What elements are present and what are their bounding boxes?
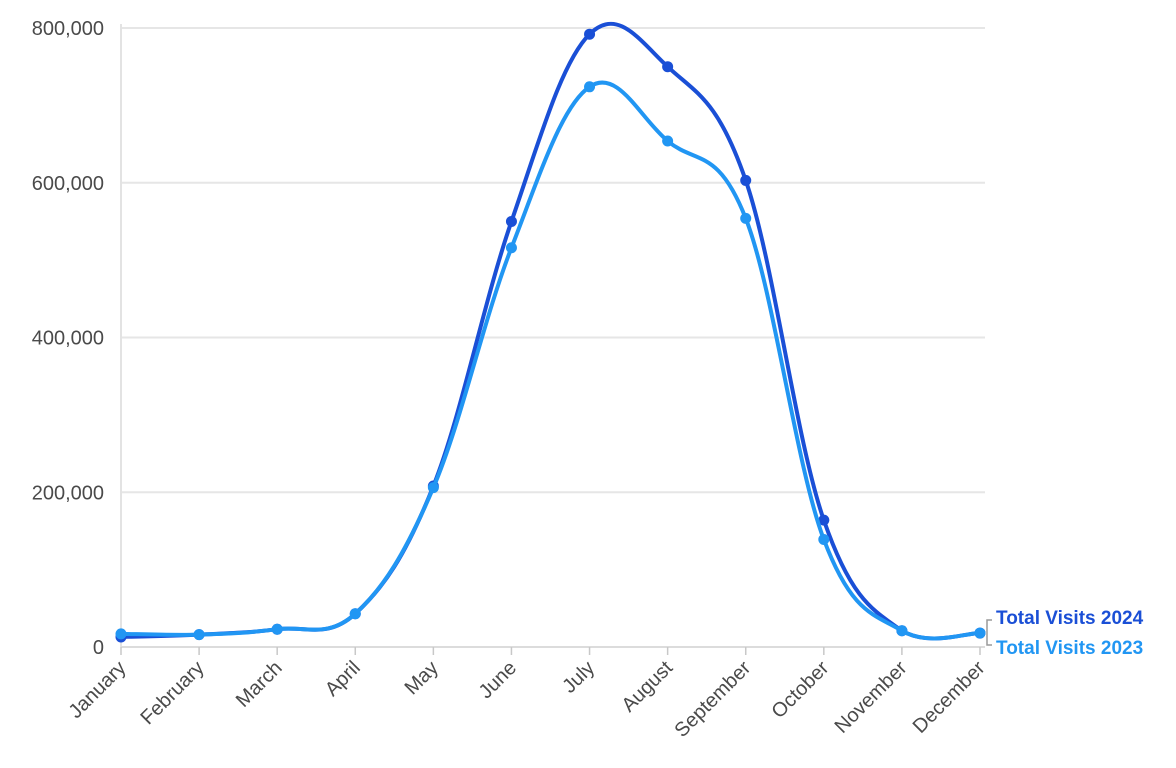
data-point[interactable] <box>818 533 830 545</box>
series-1 <box>115 80 986 641</box>
series-lines <box>115 21 986 643</box>
x-tick-label: March <box>232 657 287 712</box>
x-tick-label: February <box>136 657 208 729</box>
x-tick-label: November <box>831 657 912 738</box>
data-point[interactable] <box>193 629 205 641</box>
legend-label: Total Visits 2023 <box>996 638 1143 659</box>
x-tick-label: May <box>401 657 443 699</box>
data-point[interactable] <box>271 623 283 635</box>
data-point[interactable] <box>740 212 752 224</box>
data-point[interactable] <box>974 627 986 639</box>
data-point[interactable] <box>740 174 752 186</box>
y-tick-label: 800,000 <box>32 18 104 40</box>
data-point[interactable] <box>584 81 596 93</box>
x-tick-label: June <box>475 657 521 703</box>
series-line <box>119 21 982 641</box>
legend-bracket <box>986 619 992 646</box>
x-tick-label: January <box>65 657 131 723</box>
data-point[interactable] <box>662 61 674 73</box>
x-tick-label: July <box>558 657 599 698</box>
data-point[interactable] <box>818 514 830 526</box>
series-0 <box>115 21 986 643</box>
data-point[interactable] <box>349 608 361 620</box>
y-tick-label: 600,000 <box>32 173 104 195</box>
data-point[interactable] <box>115 628 127 640</box>
x-tick-label: August <box>618 657 678 717</box>
x-tick-label: September <box>671 657 756 742</box>
x-tick-label: October <box>767 657 833 723</box>
data-point[interactable] <box>427 482 439 494</box>
legend: Total Visits 2024 Total Visits 2023 <box>986 608 1144 659</box>
data-point[interactable] <box>505 215 517 227</box>
y-tick-label: 200,000 <box>32 482 104 504</box>
data-point[interactable] <box>584 28 596 40</box>
axes <box>120 24 985 648</box>
y-tick-label: 0 <box>93 637 104 659</box>
data-point[interactable] <box>662 135 674 147</box>
x-axis-ticks: January February March April May June July Augu… <box>65 647 990 742</box>
data-point[interactable] <box>896 625 908 637</box>
y-axis-ticks: 0 200,000 400,000 600,000 800,000 <box>32 18 104 659</box>
x-tick-label: December <box>909 657 990 738</box>
series-line <box>119 80 982 641</box>
grid-lines <box>121 27 985 494</box>
y-tick-label: 400,000 <box>32 328 104 350</box>
data-point[interactable] <box>505 242 517 254</box>
legend-label: Total Visits 2024 <box>996 608 1144 629</box>
x-tick-label: April <box>321 657 365 701</box>
